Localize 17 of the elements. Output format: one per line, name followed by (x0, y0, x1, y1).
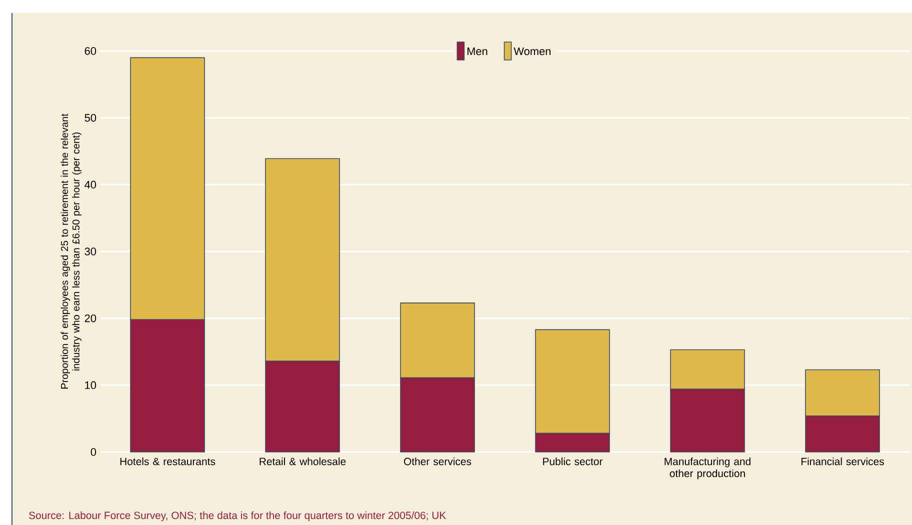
x-tick-label: Manufacturing and other production (664, 457, 750, 479)
x-tick-label: Retail & wholesale (260, 457, 346, 465)
y-tick-label: 10 (85, 381, 96, 389)
x-tick-label: Public sector (543, 457, 603, 465)
x-tick-label: Other services (404, 457, 472, 465)
y-tick-label: 50 (84, 114, 96, 122)
x-tick-label: Financial services (802, 457, 884, 465)
legend-label: Men (467, 47, 488, 55)
legend-label: Women (514, 47, 551, 55)
x-tick-label: Hotels & restaurants (120, 457, 216, 465)
y-axis-title: Proportion of employees aged 25 to retirement in the relevant industry who earn less than £6.50 per hour (per cent) (60, 113, 82, 388)
y-tick-label: 40 (84, 180, 96, 188)
y-tick-label: 0 (90, 448, 96, 456)
y-tick-label: 60 (84, 46, 96, 55)
source-note: Source: Labour Force Survey, ONS; the data is for the four quarters to winter 2005/06; UK (29, 511, 446, 521)
y-tick-label: 20 (84, 314, 96, 322)
y-tick-label: 30 (84, 247, 96, 256)
